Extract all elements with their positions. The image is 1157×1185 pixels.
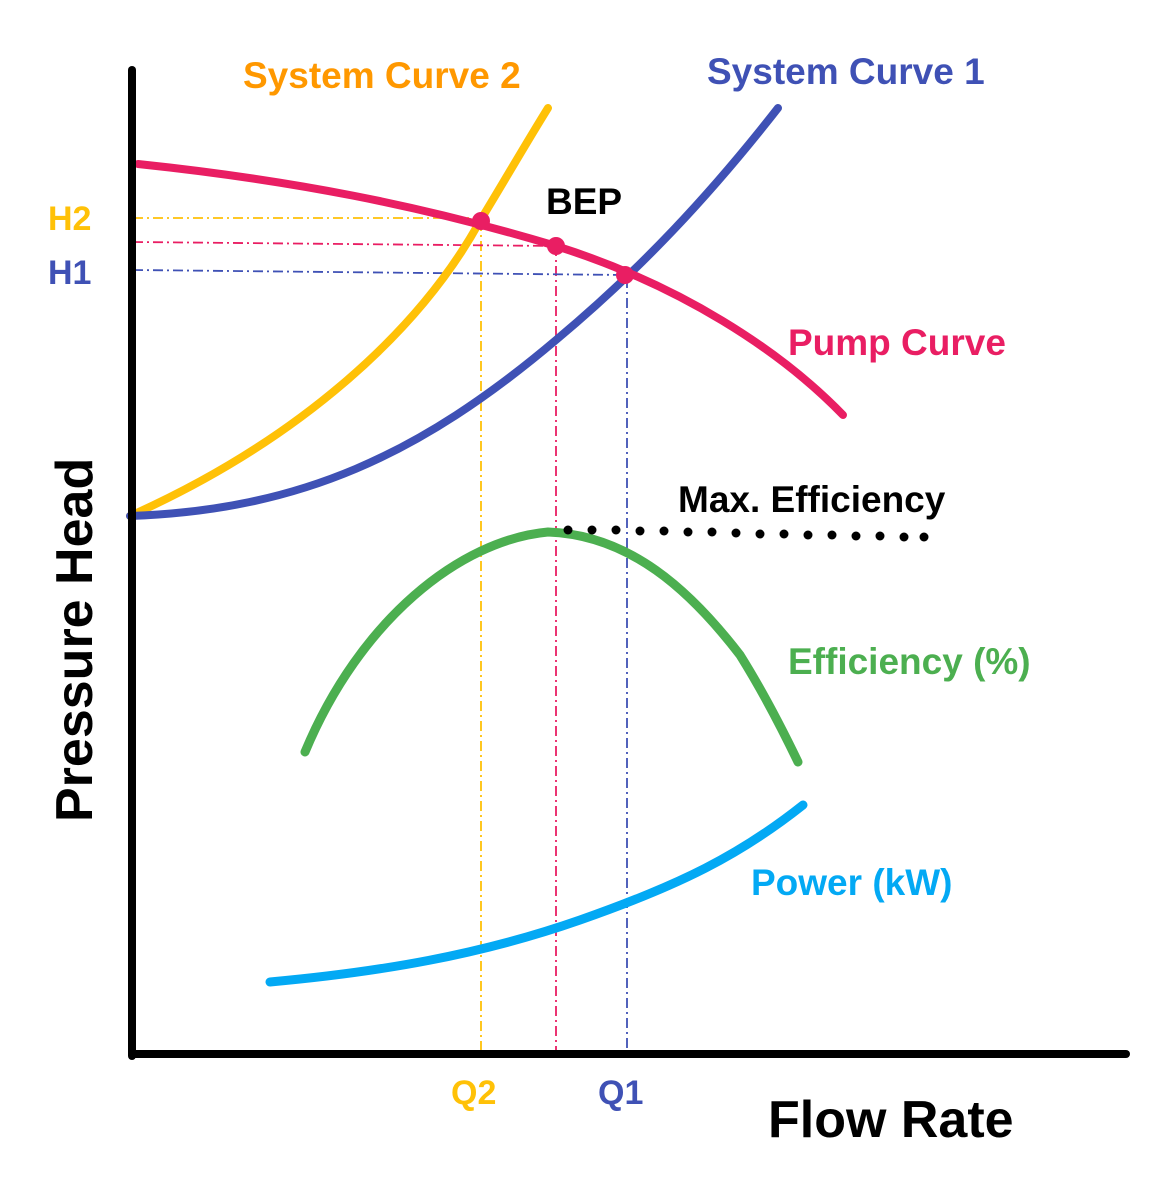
h2-tick-label: H2	[48, 200, 91, 238]
h1-guide-line	[132, 269, 626, 276]
bep-point	[547, 237, 565, 255]
system-curve-2-label: System Curve 2	[243, 55, 521, 96]
power-label: Power (kW)	[751, 862, 952, 903]
bep-head-guide-line	[132, 241, 557, 247]
x-axis-label: Flow Rate	[768, 1091, 1014, 1149]
max-efficiency-dots	[563, 525, 929, 542]
efficiency-label: Efficiency (%)	[788, 641, 1031, 682]
bep-label: BEP	[546, 181, 622, 222]
operating-point-2	[472, 212, 490, 230]
system-curve-2	[126, 104, 552, 520]
operating-point-1	[616, 266, 634, 284]
pump-curve-label: Pump Curve	[788, 322, 1006, 363]
q2-tick-label: Q2	[451, 1074, 496, 1112]
power-curve	[265, 800, 808, 987]
max-efficiency-label: Max. Efficiency	[678, 479, 946, 520]
reference-lines	[132, 217, 628, 1050]
q1-tick-label: Q1	[598, 1074, 643, 1112]
system-curve-1	[126, 104, 782, 520]
y-axis-label: Pressure Head	[46, 458, 104, 822]
system-curve-1-label: System Curve 1	[707, 51, 985, 92]
h1-tick-label: H1	[48, 254, 91, 292]
efficiency-curve	[300, 527, 803, 767]
